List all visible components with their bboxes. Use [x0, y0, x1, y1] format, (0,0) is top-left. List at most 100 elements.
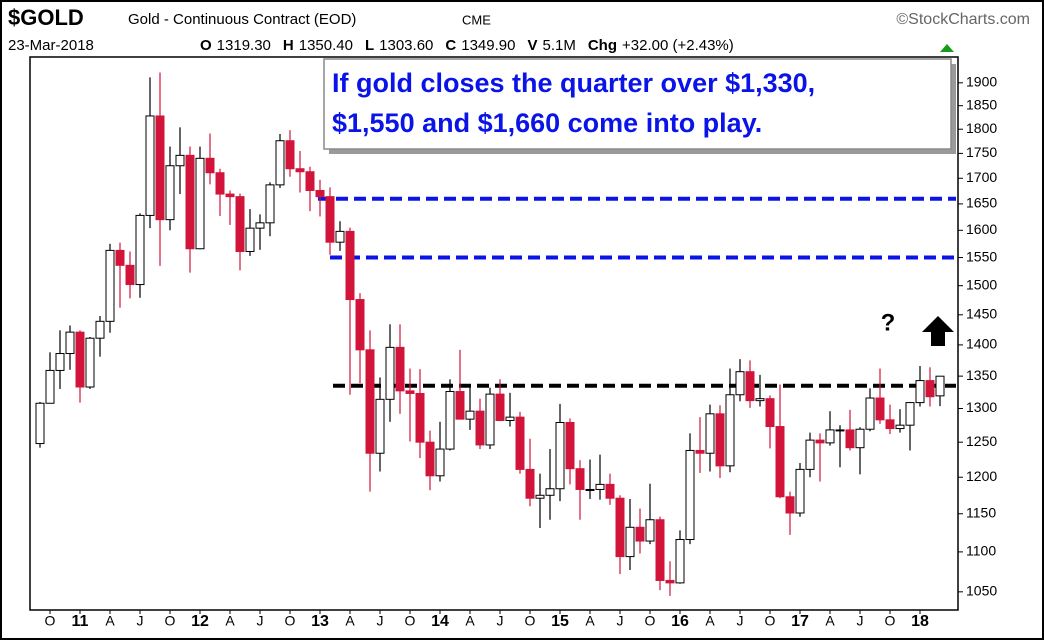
- y-tick-label: 1800: [966, 120, 997, 136]
- candle-body: [485, 393, 495, 446]
- candle-body: [85, 337, 95, 388]
- x-tick-label: A: [345, 613, 355, 629]
- x-tick-label: J: [857, 613, 864, 629]
- annotation-box: [323, 58, 952, 150]
- quote-row: O 1319.30 H 1350.40 L 1303.60 C 1349.90 V 5.1M Chg…: [200, 37, 734, 54]
- candle-body: [915, 380, 925, 404]
- candle-body: [235, 196, 245, 252]
- candle-body: [195, 157, 205, 250]
- candle-body: [205, 157, 215, 174]
- x-tick-label: O: [405, 613, 416, 629]
- candle-body: [875, 397, 885, 421]
- candle-body: [655, 519, 665, 581]
- quote-label: C: [445, 37, 456, 54]
- candle-body: [135, 214, 145, 286]
- candle-body: [745, 371, 755, 402]
- quote-value: 5.1M: [542, 37, 575, 54]
- candle-body: [335, 230, 345, 243]
- x-tick-label: 12: [191, 613, 209, 630]
- candle-body: [815, 439, 825, 444]
- candle-body: [375, 398, 385, 454]
- candle-body: [665, 579, 675, 584]
- candle-body: [645, 519, 655, 542]
- candle-body: [715, 413, 725, 467]
- x-tick-label: 18: [911, 613, 929, 630]
- quote-value: 1350.40: [299, 37, 353, 54]
- y-tick-label: 1050: [966, 583, 997, 599]
- candle-body: [175, 154, 185, 167]
- y-tick-label: 1600: [966, 221, 997, 237]
- quote-value: 1319.30: [217, 37, 271, 54]
- candle-body: [65, 331, 75, 355]
- y-tick-label: 1250: [966, 433, 997, 449]
- y-tick-label: 1200: [966, 468, 997, 484]
- x-tick-label: O: [645, 613, 656, 629]
- candle-body: [305, 171, 315, 191]
- candle-body: [385, 346, 395, 400]
- x-tick-label: J: [617, 613, 624, 629]
- annotation-line: If gold closes the quarter over $1,330,: [332, 68, 815, 98]
- candle-body: [895, 424, 905, 430]
- candle-body: [625, 526, 635, 558]
- quote-value: 1303.60: [379, 37, 433, 54]
- y-tick-label: 1300: [966, 399, 997, 415]
- candle-body: [615, 497, 625, 558]
- candle-body: [855, 428, 865, 449]
- candle-body: [185, 154, 195, 250]
- y-tick-label: 1850: [966, 96, 997, 112]
- candle-body: [255, 222, 265, 229]
- x-tick-label: 11: [72, 613, 89, 630]
- candle-body: [145, 115, 155, 216]
- candle-body: [495, 393, 505, 421]
- candle-body: [55, 353, 65, 371]
- candle-body: [925, 380, 935, 398]
- question-mark: ?: [881, 309, 896, 336]
- candle-body: [845, 429, 855, 449]
- candle-body: [455, 391, 465, 420]
- candle-body: [225, 193, 235, 198]
- x-tick-label: 13: [311, 613, 329, 630]
- candle-body: [115, 249, 125, 266]
- candle-body: [325, 196, 335, 243]
- candle-body: [415, 392, 425, 443]
- candle-body: [445, 391, 455, 450]
- y-tick-label: 1750: [966, 144, 997, 160]
- quote-value: +32.00 (+2.43%): [622, 37, 734, 54]
- candle-body: [215, 172, 225, 195]
- x-tick-label: O: [45, 613, 56, 629]
- y-tick-label: 1150: [966, 504, 996, 520]
- candle-body: [605, 483, 615, 499]
- candle-body: [245, 227, 255, 252]
- candle-body: [105, 249, 115, 322]
- candle-body: [545, 488, 555, 496]
- x-tick-label: A: [585, 613, 595, 629]
- candle-body: [575, 468, 585, 490]
- candle-body: [395, 346, 405, 392]
- x-tick-label: J: [377, 613, 384, 629]
- quote-value: 1349.90: [461, 37, 515, 54]
- candle-body: [165, 165, 175, 221]
- candle-body: [765, 398, 775, 428]
- candle-body: [905, 402, 915, 426]
- candle-body: [825, 429, 835, 444]
- candle-body: [785, 496, 795, 514]
- x-tick-label: A: [465, 613, 475, 629]
- x-tick-label: 16: [671, 613, 689, 630]
- plot: 1050 1100 1150 1200 1250 1300 1350 1400 1450 1500…: [35, 72, 997, 630]
- x-tick-label: O: [285, 613, 296, 629]
- candle-body: [695, 449, 705, 454]
- candle-body: [95, 320, 105, 339]
- quote-label: L: [365, 37, 374, 54]
- date: 23-Mar-2018: [8, 37, 94, 54]
- y-tick-label: 1350: [966, 367, 997, 383]
- candle-body: [475, 410, 485, 446]
- up-indicator: [940, 44, 954, 52]
- candle-body: [345, 230, 355, 301]
- candle-body: [755, 398, 765, 402]
- candle-body: [865, 397, 875, 430]
- candle-body: [675, 539, 685, 584]
- source: ©StockCharts.com: [896, 11, 1030, 28]
- candle-body: [805, 439, 815, 470]
- y-tick-label: 1700: [966, 169, 997, 185]
